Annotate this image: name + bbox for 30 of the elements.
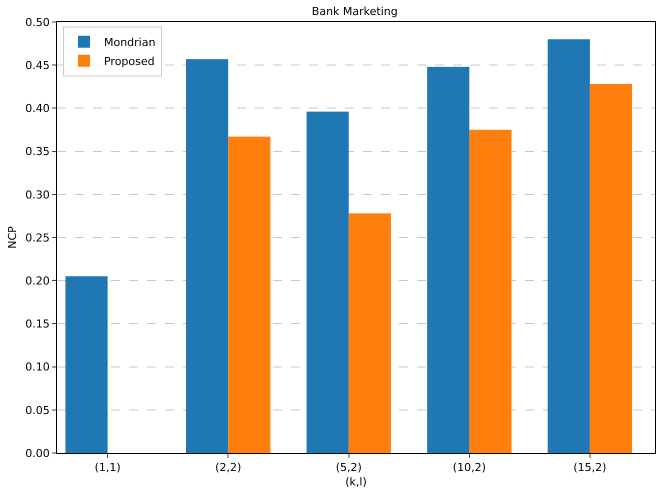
x-tick-label: (5,2) xyxy=(336,461,362,474)
y-tick-label: 0.30 xyxy=(25,188,50,202)
legend-label: Mondrian xyxy=(104,36,156,50)
bar xyxy=(469,130,512,453)
bar xyxy=(186,59,228,453)
y-axis-title: NCP xyxy=(6,226,19,249)
bar xyxy=(306,112,349,453)
x-tick-label: (15,2) xyxy=(573,461,606,474)
y-tick-label: 0.50 xyxy=(25,16,50,29)
y-tick-label: 0.45 xyxy=(25,58,50,72)
x-tick-label: (1,1) xyxy=(94,461,121,474)
y-tick-label: 0.05 xyxy=(25,404,50,417)
y-tick-label: 0.10 xyxy=(25,360,50,374)
x-axis-title: (k,l) xyxy=(345,475,367,488)
y-tick-label: 0.00 xyxy=(25,446,50,460)
bar xyxy=(427,66,470,453)
y-tick-label: 0.35 xyxy=(25,145,50,158)
bar xyxy=(65,276,108,453)
bar xyxy=(228,136,270,453)
legend-label: Proposed xyxy=(104,55,155,68)
y-tick-label: 0.25 xyxy=(25,231,50,244)
chart-title: Bank Marketing xyxy=(312,5,398,18)
bar xyxy=(348,213,391,453)
x-tick-label: (2,2) xyxy=(215,461,242,474)
y-tick-label: 0.20 xyxy=(25,274,50,288)
bar xyxy=(548,39,590,453)
x-tick-label: (10,2) xyxy=(452,461,486,474)
bar xyxy=(590,84,632,453)
y-tick-label: 0.40 xyxy=(25,102,50,116)
y-tick-label: 0.15 xyxy=(25,318,50,331)
